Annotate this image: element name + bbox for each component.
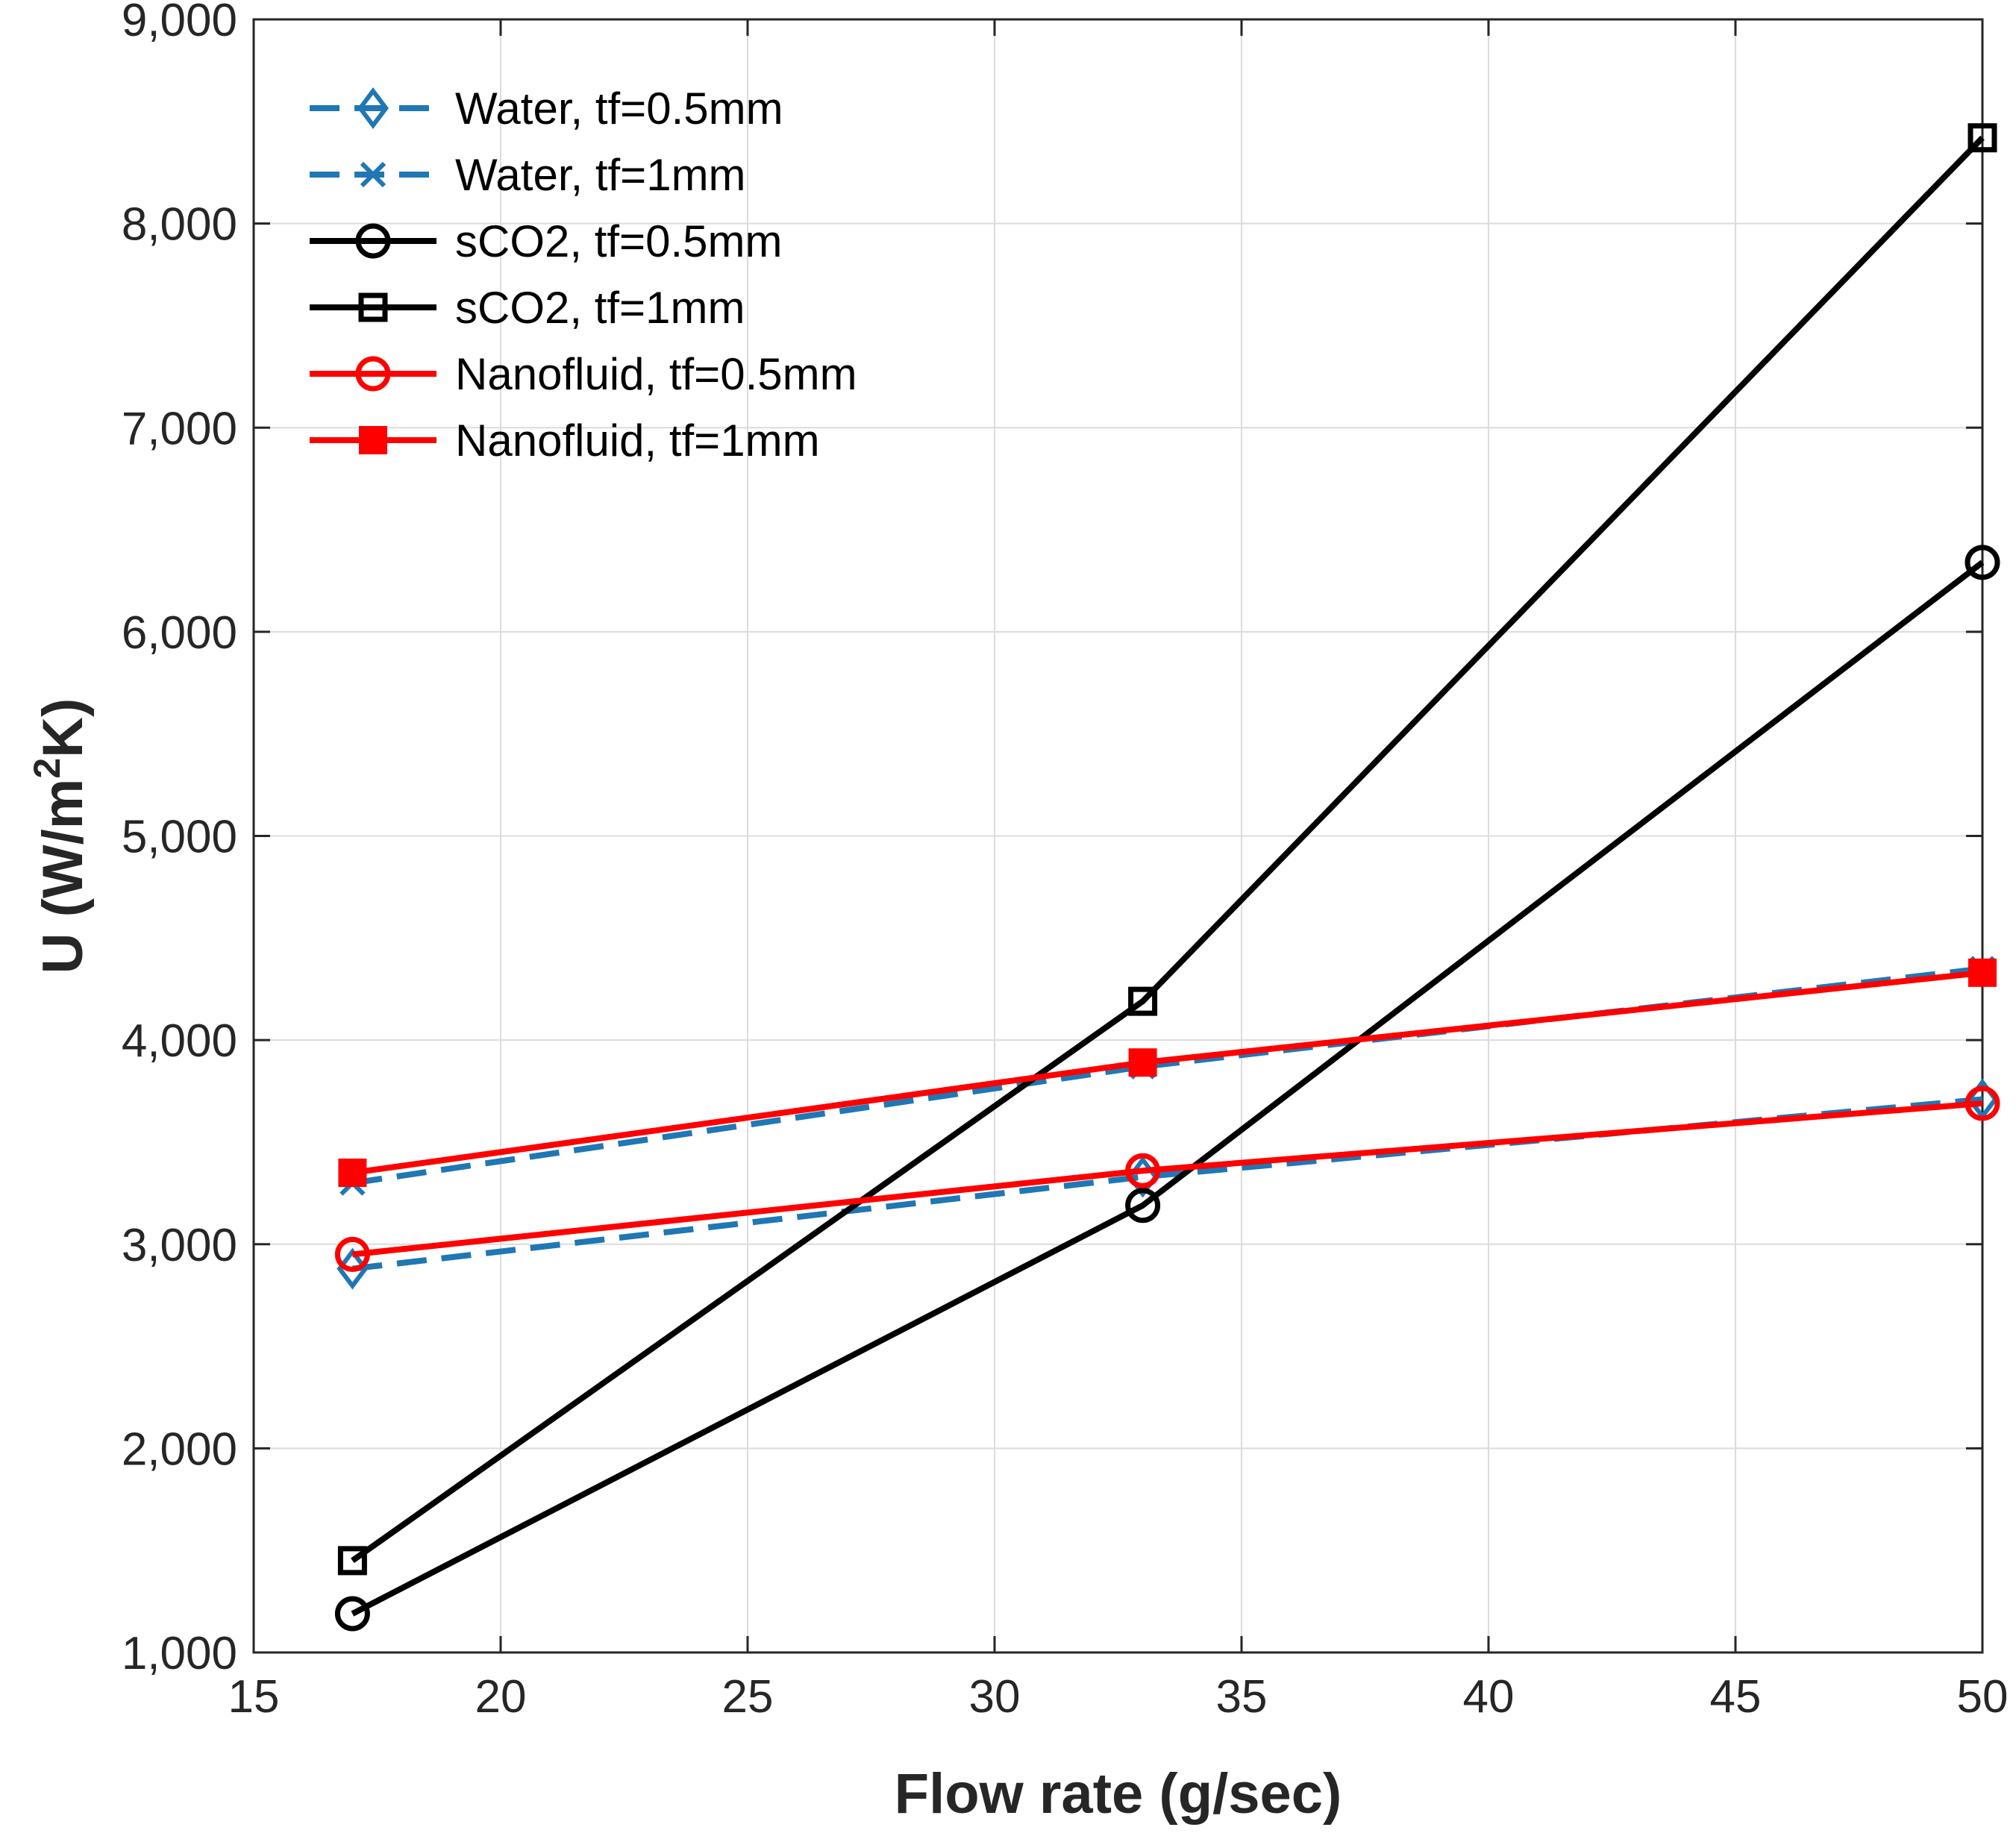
x-tick-label-50: 50 — [1957, 1671, 2009, 1723]
y-tick-label-2000: 2,000 — [122, 1423, 237, 1475]
grid — [254, 19, 1982, 1652]
series-line-3 — [351, 135, 1985, 1564]
legend-marker-1-stroke-b — [360, 161, 386, 188]
y-tick-label-7000: 7,000 — [122, 403, 237, 454]
legend-label-5: Nanofluid, tf=1mm — [455, 416, 820, 466]
x-tick-label-30: 30 — [969, 1671, 1021, 1723]
series-3-point-0 — [337, 1546, 367, 1576]
series-4-point-1 — [1125, 1153, 1161, 1188]
series-line-2 — [351, 560, 1985, 1617]
legend-label-3: sCO2, tf=1mm — [455, 283, 745, 333]
x-tick-label-20: 20 — [475, 1671, 527, 1723]
series-5-point-2 — [1968, 958, 1997, 987]
legend-marker-5 — [359, 426, 387, 454]
legend-label-2: sCO2, tf=0.5mm — [455, 216, 782, 266]
y-axis-label-suffix: K) — [31, 698, 95, 758]
y-axis-label: U (W/m2K) — [26, 698, 95, 974]
series-0-point-0 — [336, 1247, 369, 1290]
series-2-point-1 — [1125, 1188, 1161, 1224]
legend-marker-2 — [355, 223, 391, 259]
legend-marker-0 — [357, 87, 389, 129]
series-layer — [334, 123, 2000, 1632]
legend-label-1: Water, tf=1mm — [455, 150, 746, 200]
series-4-point-2 — [1965, 1085, 2000, 1121]
legend-item-2: sCO2, tf=0.5mm — [310, 216, 782, 266]
series-3 — [337, 123, 1997, 1576]
y-tick-label-6000: 6,000 — [122, 607, 237, 659]
series-2-point-0 — [334, 1596, 370, 1632]
legend: Water, tf=0.5mm Water, tf=1mm sCO2, tf=0.5… — [310, 84, 857, 466]
series-5-point-1 — [1128, 1048, 1157, 1077]
x-tick-label-35: 35 — [1216, 1671, 1268, 1723]
legend-label-4: Nanofluid, tf=0.5mm — [455, 349, 857, 399]
y-tick-label-4000: 4,000 — [122, 1015, 237, 1067]
x-tick-label-45: 45 — [1710, 1671, 1762, 1723]
series-4-point-0 — [334, 1236, 370, 1272]
series-3-point-1 — [1128, 986, 1158, 1016]
y-tick-label-5000: 5,000 — [122, 812, 237, 863]
y-tick-label-1000: 1,000 — [122, 1628, 237, 1679]
series-2-point-2 — [1965, 545, 2000, 580]
series-5 — [338, 958, 1997, 1187]
legend-label-0: Water, tf=0.5mm — [455, 84, 783, 134]
x-tick-label-15: 15 — [228, 1671, 280, 1723]
series-3-point-2-outline — [1968, 123, 1997, 153]
legend-marker-3 — [358, 292, 388, 322]
tick-labels: 15 20 25 30 35 40 45 50 1,000 2,000 3,000 4,000 5,00… — [122, 0, 2009, 1723]
x-tick-label-25: 25 — [722, 1671, 774, 1723]
legend-marker-4 — [355, 356, 391, 392]
x-tick-label-40: 40 — [1463, 1671, 1515, 1723]
x-axis-label: Flow rate (g/sec) — [895, 1762, 1342, 1826]
legend-item-0: Water, tf=0.5mm — [310, 84, 783, 134]
y-tick-label-3000: 3,000 — [122, 1220, 237, 1271]
series-2 — [334, 545, 2000, 1632]
series-5-point-0 — [338, 1158, 367, 1187]
series-3-point-2 — [1968, 123, 1997, 153]
series-3-point-0-outline — [337, 1546, 367, 1576]
y-axis-label-prefix: U (W/m — [31, 779, 95, 974]
series-4 — [334, 1085, 2000, 1272]
legend-marker-1 — [360, 161, 386, 188]
legend-item-3: sCO2, tf=1mm — [310, 283, 745, 333]
legend-item-1: Water, tf=1mm — [310, 150, 746, 200]
legend-item-4: Nanofluid, tf=0.5mm — [310, 349, 857, 399]
y-axis-label-superscript: 2 — [26, 758, 68, 779]
y-tick-label-9000: 9,000 — [122, 0, 237, 46]
legend-marker-3-outline — [358, 292, 388, 322]
y-tick-label-8000: 8,000 — [122, 199, 237, 251]
series-line-4 — [351, 1100, 1983, 1258]
series-3-point-1-outline — [1128, 986, 1158, 1016]
legend-item-5: Nanofluid, tf=1mm — [310, 416, 820, 466]
